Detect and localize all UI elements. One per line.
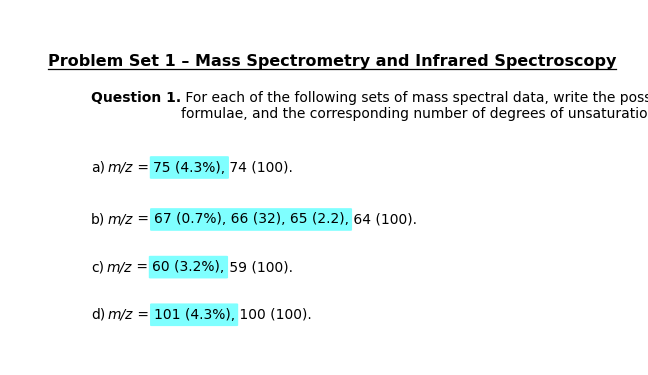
Text: 60 (3.2%),: 60 (3.2%), [152,260,225,274]
Text: Problem Set 1 – Mass Spectrometry and Infrared Spectroscopy: Problem Set 1 – Mass Spectrometry and In… [48,54,616,69]
Text: m/z: m/z [108,213,133,226]
Text: 101 (4.3%),: 101 (4.3%), [154,308,235,322]
Text: 74 (100).: 74 (100). [226,160,294,174]
Text: 59 (100).: 59 (100). [225,260,292,274]
FancyBboxPatch shape [150,208,352,231]
FancyBboxPatch shape [150,156,229,179]
Text: m/z: m/z [108,308,133,322]
Text: m/z: m/z [108,160,133,174]
Text: b): b) [91,213,105,226]
Text: =: = [133,213,154,226]
Text: 75 (4.3%),: 75 (4.3%), [154,160,226,174]
Text: 64 (100).: 64 (100). [349,213,417,226]
Text: m/z: m/z [106,260,132,274]
Text: =: = [133,308,154,322]
FancyBboxPatch shape [150,303,238,326]
Text: =: = [132,260,152,274]
Text: For each of the following sets of mass spectral data, write the possible molecul: For each of the following sets of mass s… [181,91,648,122]
Text: a): a) [91,160,105,174]
Text: 100 (100).: 100 (100). [235,308,312,322]
Text: Question 1.: Question 1. [91,91,181,105]
Text: =: = [133,160,154,174]
Text: c): c) [91,260,104,274]
FancyBboxPatch shape [149,256,228,279]
Text: d): d) [91,308,105,322]
Text: 67 (0.7%), 66 (32), 65 (2.2),: 67 (0.7%), 66 (32), 65 (2.2), [154,213,349,226]
